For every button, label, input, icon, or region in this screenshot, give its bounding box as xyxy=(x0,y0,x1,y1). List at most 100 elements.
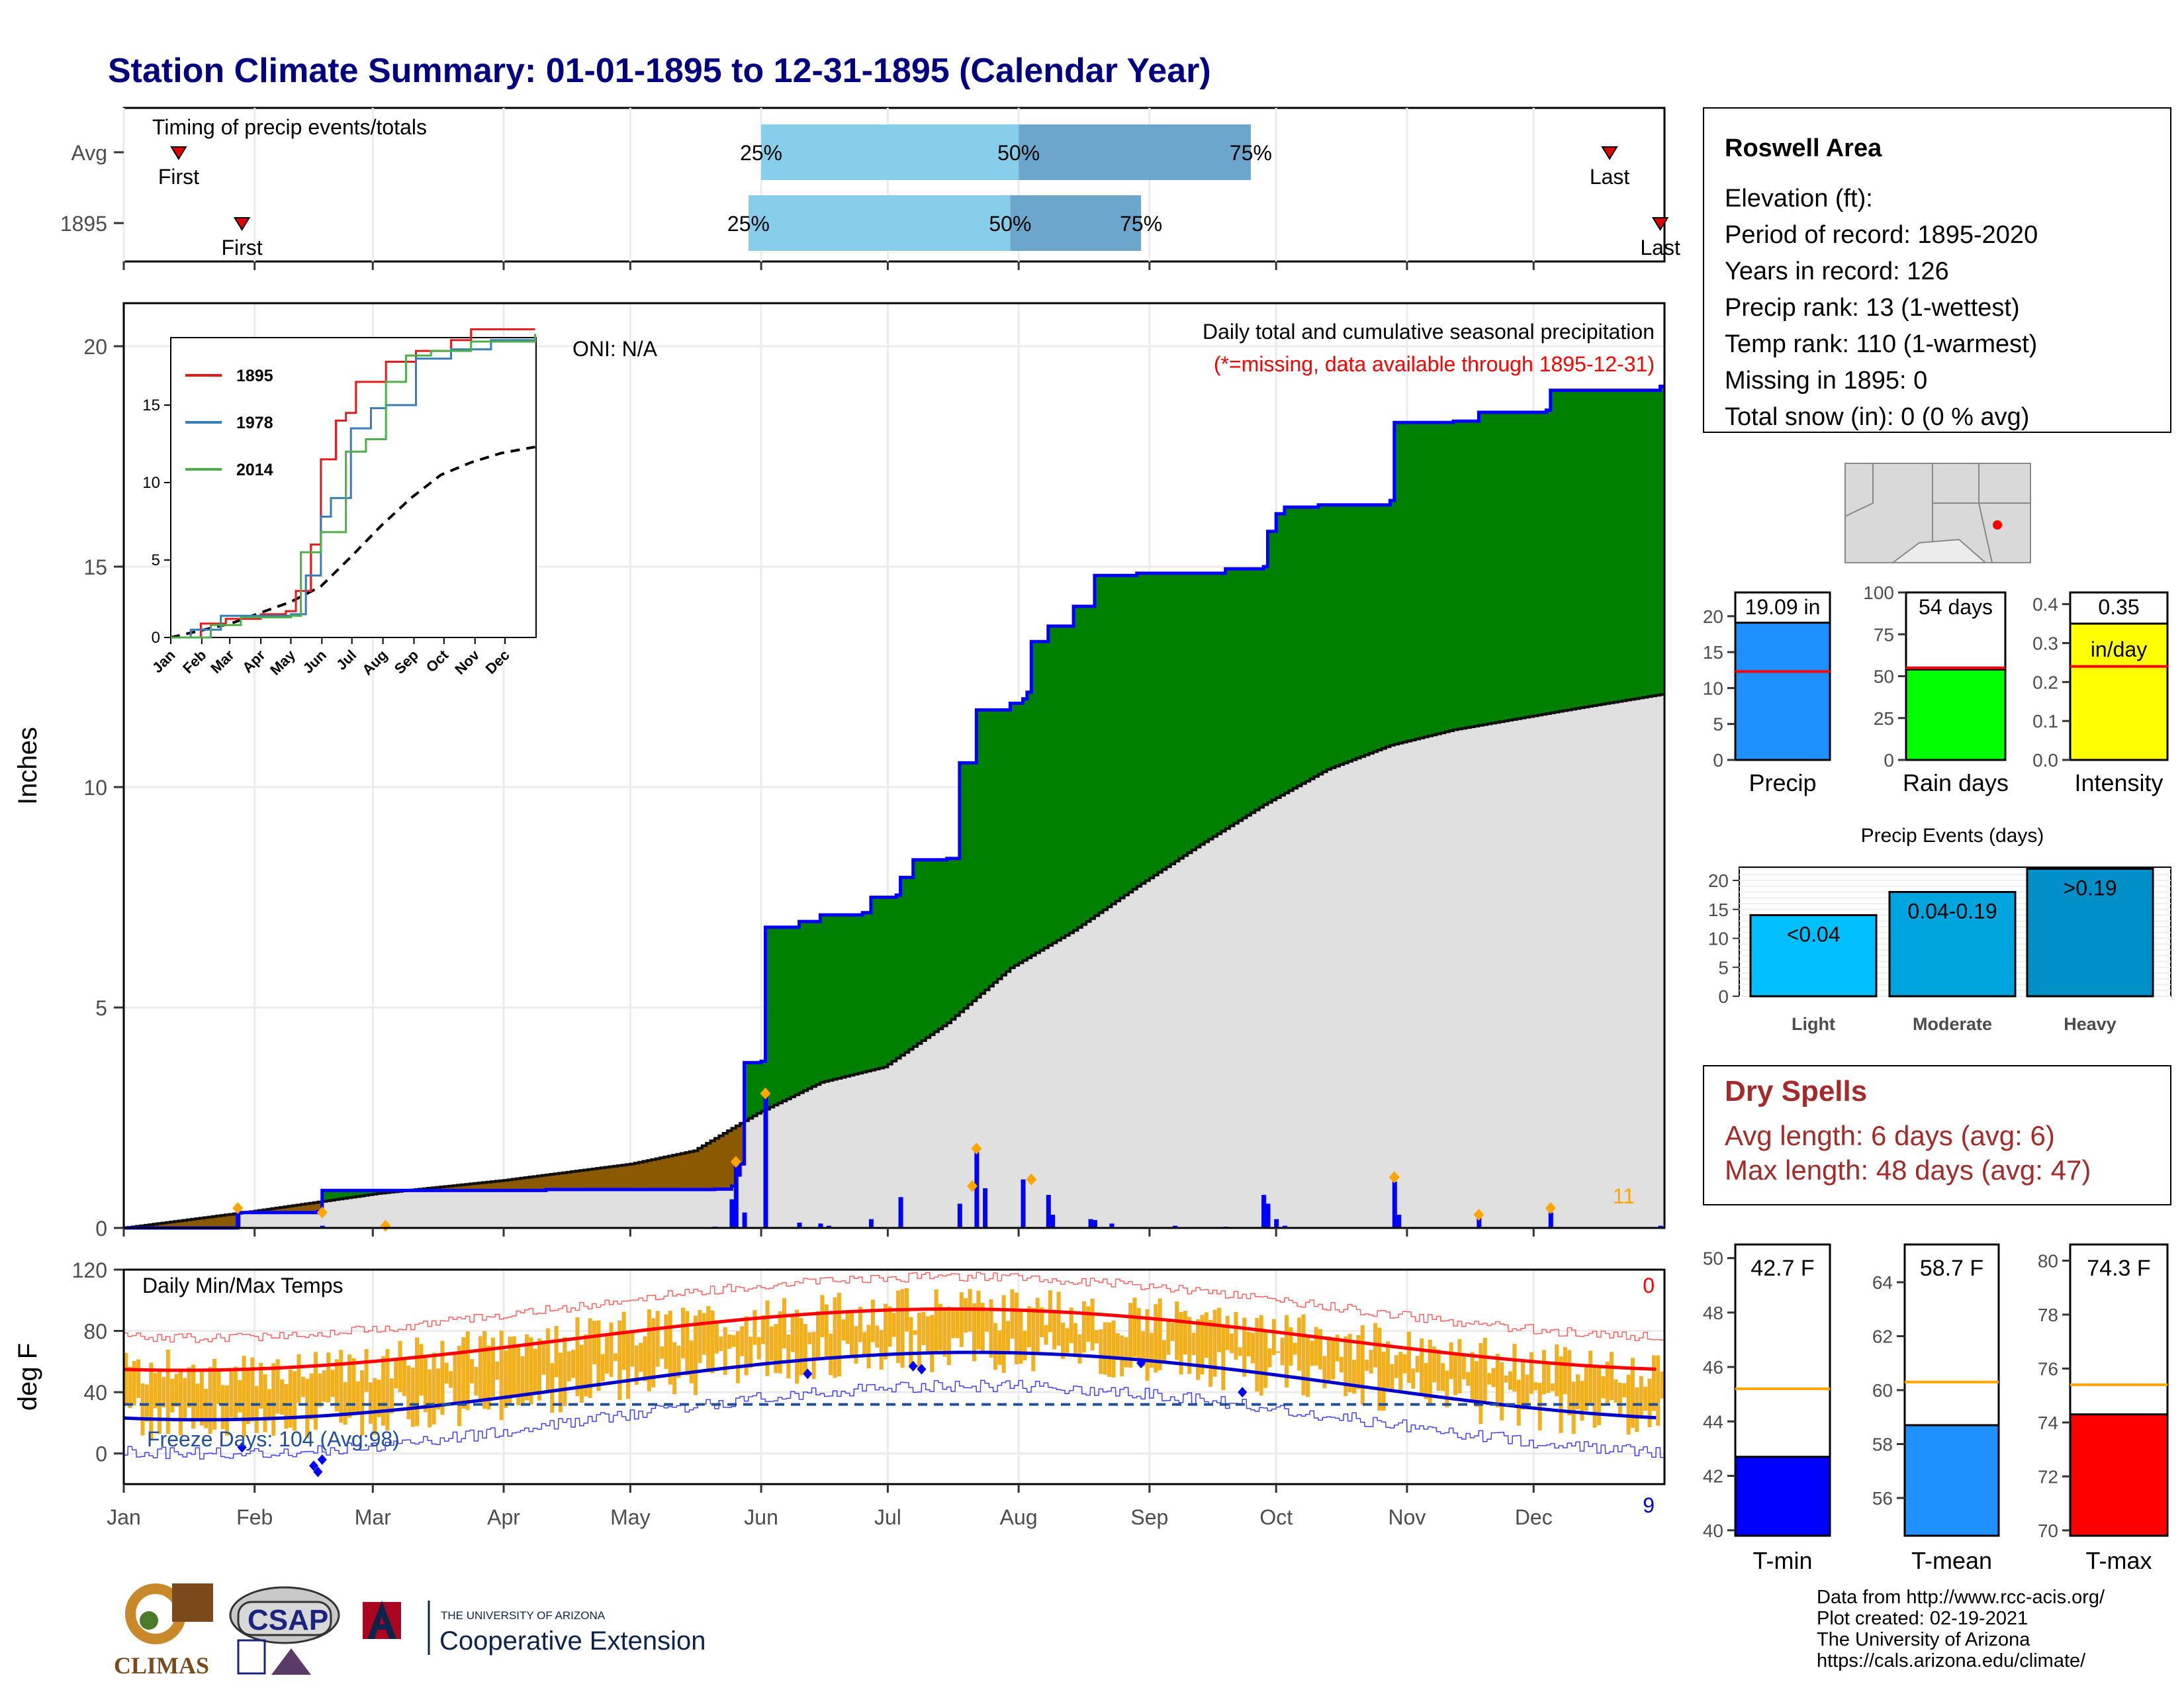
intensity-y-label: 0.3 xyxy=(2032,633,2058,653)
dry-spells-avg: Avg length: 6 days (avg: 6) xyxy=(1725,1120,2055,1151)
temp-panel-title: Daily Min/Max Temps xyxy=(142,1274,343,1297)
daily-precip-bar xyxy=(1261,1195,1267,1228)
timing-marker-label: First xyxy=(158,165,199,189)
timing-panel: Timing of precip events/totals Avg 25% 50% 7… xyxy=(60,107,1680,270)
precip-y-label: 10 xyxy=(83,776,107,800)
temp-y-axis-title: deg F xyxy=(13,1343,42,1411)
tmean-axis-label: T-mean xyxy=(1911,1547,1992,1574)
timing-label-25: 25% xyxy=(740,141,782,165)
station-info-line: Period of record: 1895-2020 xyxy=(1725,221,2038,249)
daily-precip-bar xyxy=(1658,1225,1663,1228)
dry-spells-box: Dry Spells Avg length: 6 days (avg: 6) M… xyxy=(1703,1065,2171,1205)
events-y-label: 0 xyxy=(1718,986,1729,1007)
daily-precip-bar xyxy=(1477,1217,1482,1228)
daily-precip-bar xyxy=(868,1219,874,1228)
temp-y-label: 120 xyxy=(72,1258,107,1282)
tmean-y-label: 60 xyxy=(1872,1380,1893,1401)
daily-precip-bar xyxy=(1548,1212,1553,1228)
ua-small-text: THE UNIVERSITY OF ARIZONA xyxy=(441,1609,606,1622)
tmean-y-label: 62 xyxy=(1872,1327,1893,1347)
daily-precip-bar xyxy=(1265,1203,1271,1228)
events-y-label: 20 xyxy=(1708,870,1729,891)
record-low-marker xyxy=(908,1360,918,1372)
events-title: Precip Events (days) xyxy=(1861,825,2044,847)
average-cumulative-line xyxy=(124,693,1664,1229)
station-marker xyxy=(1993,520,2002,530)
raindays-y-label: 100 xyxy=(1863,583,1894,603)
heavy-event-marker xyxy=(971,1143,982,1155)
timing-marker xyxy=(1601,146,1618,160)
tmin-y-label: 50 xyxy=(1703,1248,1723,1269)
events-bar xyxy=(1888,891,2017,998)
daily-precip-bar xyxy=(974,1150,979,1228)
precip-y-label: 0 xyxy=(1713,750,1723,771)
timing-label-75: 75% xyxy=(1120,212,1162,236)
timing-bar-50-75 xyxy=(1010,195,1142,251)
tmax-y-label: 78 xyxy=(2038,1305,2058,1325)
precip-y-label: 0 xyxy=(95,1217,107,1241)
precip-y-label: 15 xyxy=(1703,642,1723,663)
timing-bar-25-50 xyxy=(761,124,1019,180)
record-high-line xyxy=(124,1272,1664,1343)
month-label: May xyxy=(610,1505,650,1529)
record-low-marker xyxy=(313,1466,323,1477)
climas-logo: CLIMAS xyxy=(114,1583,213,1679)
record-low-marker xyxy=(237,1442,247,1453)
timing-label-25: 25% xyxy=(727,212,770,236)
tmin-y-label: 40 xyxy=(1703,1521,1723,1541)
precip-frame xyxy=(122,302,1666,1229)
daily-precip-bar xyxy=(1396,1215,1402,1228)
inset-legend-label: 1978 xyxy=(236,414,273,432)
inset-series-line xyxy=(171,328,535,639)
heavy-event-marker xyxy=(316,1206,328,1219)
intensity-unit-label: in/day xyxy=(2091,637,2147,661)
station-name: Roswell Area xyxy=(1725,134,1882,162)
daily-precip-bar xyxy=(983,1188,988,1228)
station-info-line: Temp rank: 110 (1-warmest) xyxy=(1725,330,2037,358)
precip-y-label: 10 xyxy=(1703,678,1723,698)
average-max-line xyxy=(123,1307,1657,1372)
tmin-value-label: 42.7 F xyxy=(1751,1256,1814,1281)
inset-y-label: 10 xyxy=(142,474,160,492)
heavy-event-marker xyxy=(232,1202,244,1215)
daily-precip-bar xyxy=(827,1225,832,1228)
record-low-line xyxy=(124,1380,1664,1460)
tmin-y-label: 46 xyxy=(1703,1357,1723,1378)
footer: Data from http://www.rcc-acis.org/Plot c… xyxy=(1817,1587,2105,1671)
month-label: Jul xyxy=(874,1505,901,1529)
raindays-y-label: 75 xyxy=(1874,624,1894,645)
station-info-box: Roswell Area Elevation (ft): Period of re… xyxy=(1703,107,2171,433)
heavy-event-marker xyxy=(760,1087,771,1100)
precip-y-label: 15 xyxy=(83,555,107,579)
precip-y-label: 20 xyxy=(83,335,107,359)
daily-precip-bar xyxy=(742,1212,747,1228)
footer-line: Data from http://www.rcc-acis.org/ xyxy=(1817,1587,2105,1608)
temp-top-count: 0 xyxy=(1643,1274,1655,1297)
intensity-y-label: 0.0 xyxy=(2032,750,2058,771)
daily-temp-range-bars xyxy=(124,1288,1664,1440)
heavy-event-marker xyxy=(1388,1171,1400,1184)
temp-panel: 0 40 80 120 deg F Daily Min/Max Temps 0 Freeze … xyxy=(13,1258,1666,1517)
tmin-y-label: 48 xyxy=(1703,1303,1723,1323)
tmax-y-label: 76 xyxy=(2038,1358,2058,1379)
average-min-line xyxy=(123,1350,1657,1422)
tmean-bar xyxy=(1903,1424,2000,1537)
tmean-value-label: 58.7 F xyxy=(1920,1256,1983,1281)
record-low-marker xyxy=(917,1364,927,1375)
precip-y-label: 5 xyxy=(95,996,107,1020)
daily-precip-bar xyxy=(236,1208,241,1228)
daily-precip-bar xyxy=(1282,1225,1287,1228)
precip-events-panel: Precip Events (days) 0 5 10 15 20 <0.04 Light 0.… xyxy=(1708,825,2171,1034)
tmin-y-label: 44 xyxy=(1703,1411,1723,1432)
temp-y-label: 80 xyxy=(83,1320,107,1344)
timing-label-50: 50% xyxy=(989,212,1031,236)
station-info-line: Precip rank: 13 (1-wettest) xyxy=(1725,294,2020,322)
heavy-event-marker xyxy=(1473,1209,1484,1221)
footer-line: Plot created: 02-19-2021 xyxy=(1817,1608,2028,1629)
month-label: Nov xyxy=(1388,1505,1426,1529)
intensity-y-label: 0.2 xyxy=(2032,672,2058,692)
raindays-value-label: 54 days xyxy=(1919,595,1993,619)
heavy-event-marker xyxy=(966,1180,978,1192)
tmax-y-label: 70 xyxy=(2038,1521,2058,1541)
